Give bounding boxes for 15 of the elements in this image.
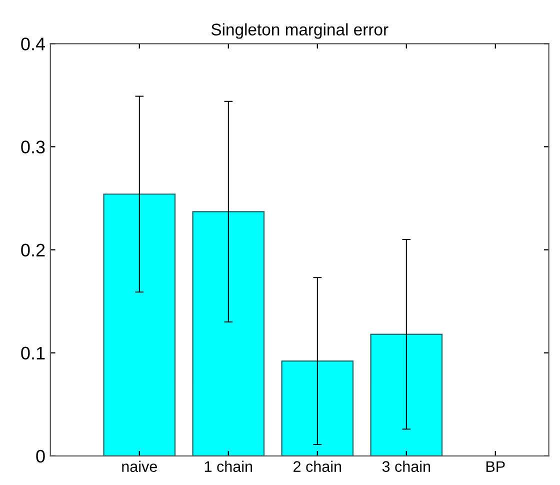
y-tick-label: 0.2: [21, 244, 45, 256]
x-tick-label: 2 chain: [294, 460, 342, 472]
bar: [103, 194, 176, 456]
bar: [370, 334, 443, 456]
y-tick-label: 0.1: [21, 346, 45, 360]
y-tick-label: 0: [36, 450, 45, 463]
y-tick-label: 0.3: [21, 140, 45, 154]
bar: [281, 360, 354, 456]
x-tick-label: naive: [122, 460, 157, 472]
x-tick-label: BP: [486, 461, 505, 472]
bar: [192, 211, 265, 456]
x-tick-label: 3 chain: [382, 460, 430, 472]
chart-title: Singleton marginal error: [211, 23, 388, 39]
x-tick-label: 1 chain: [204, 460, 252, 472]
y-tick-label: 0.4: [21, 38, 46, 50]
